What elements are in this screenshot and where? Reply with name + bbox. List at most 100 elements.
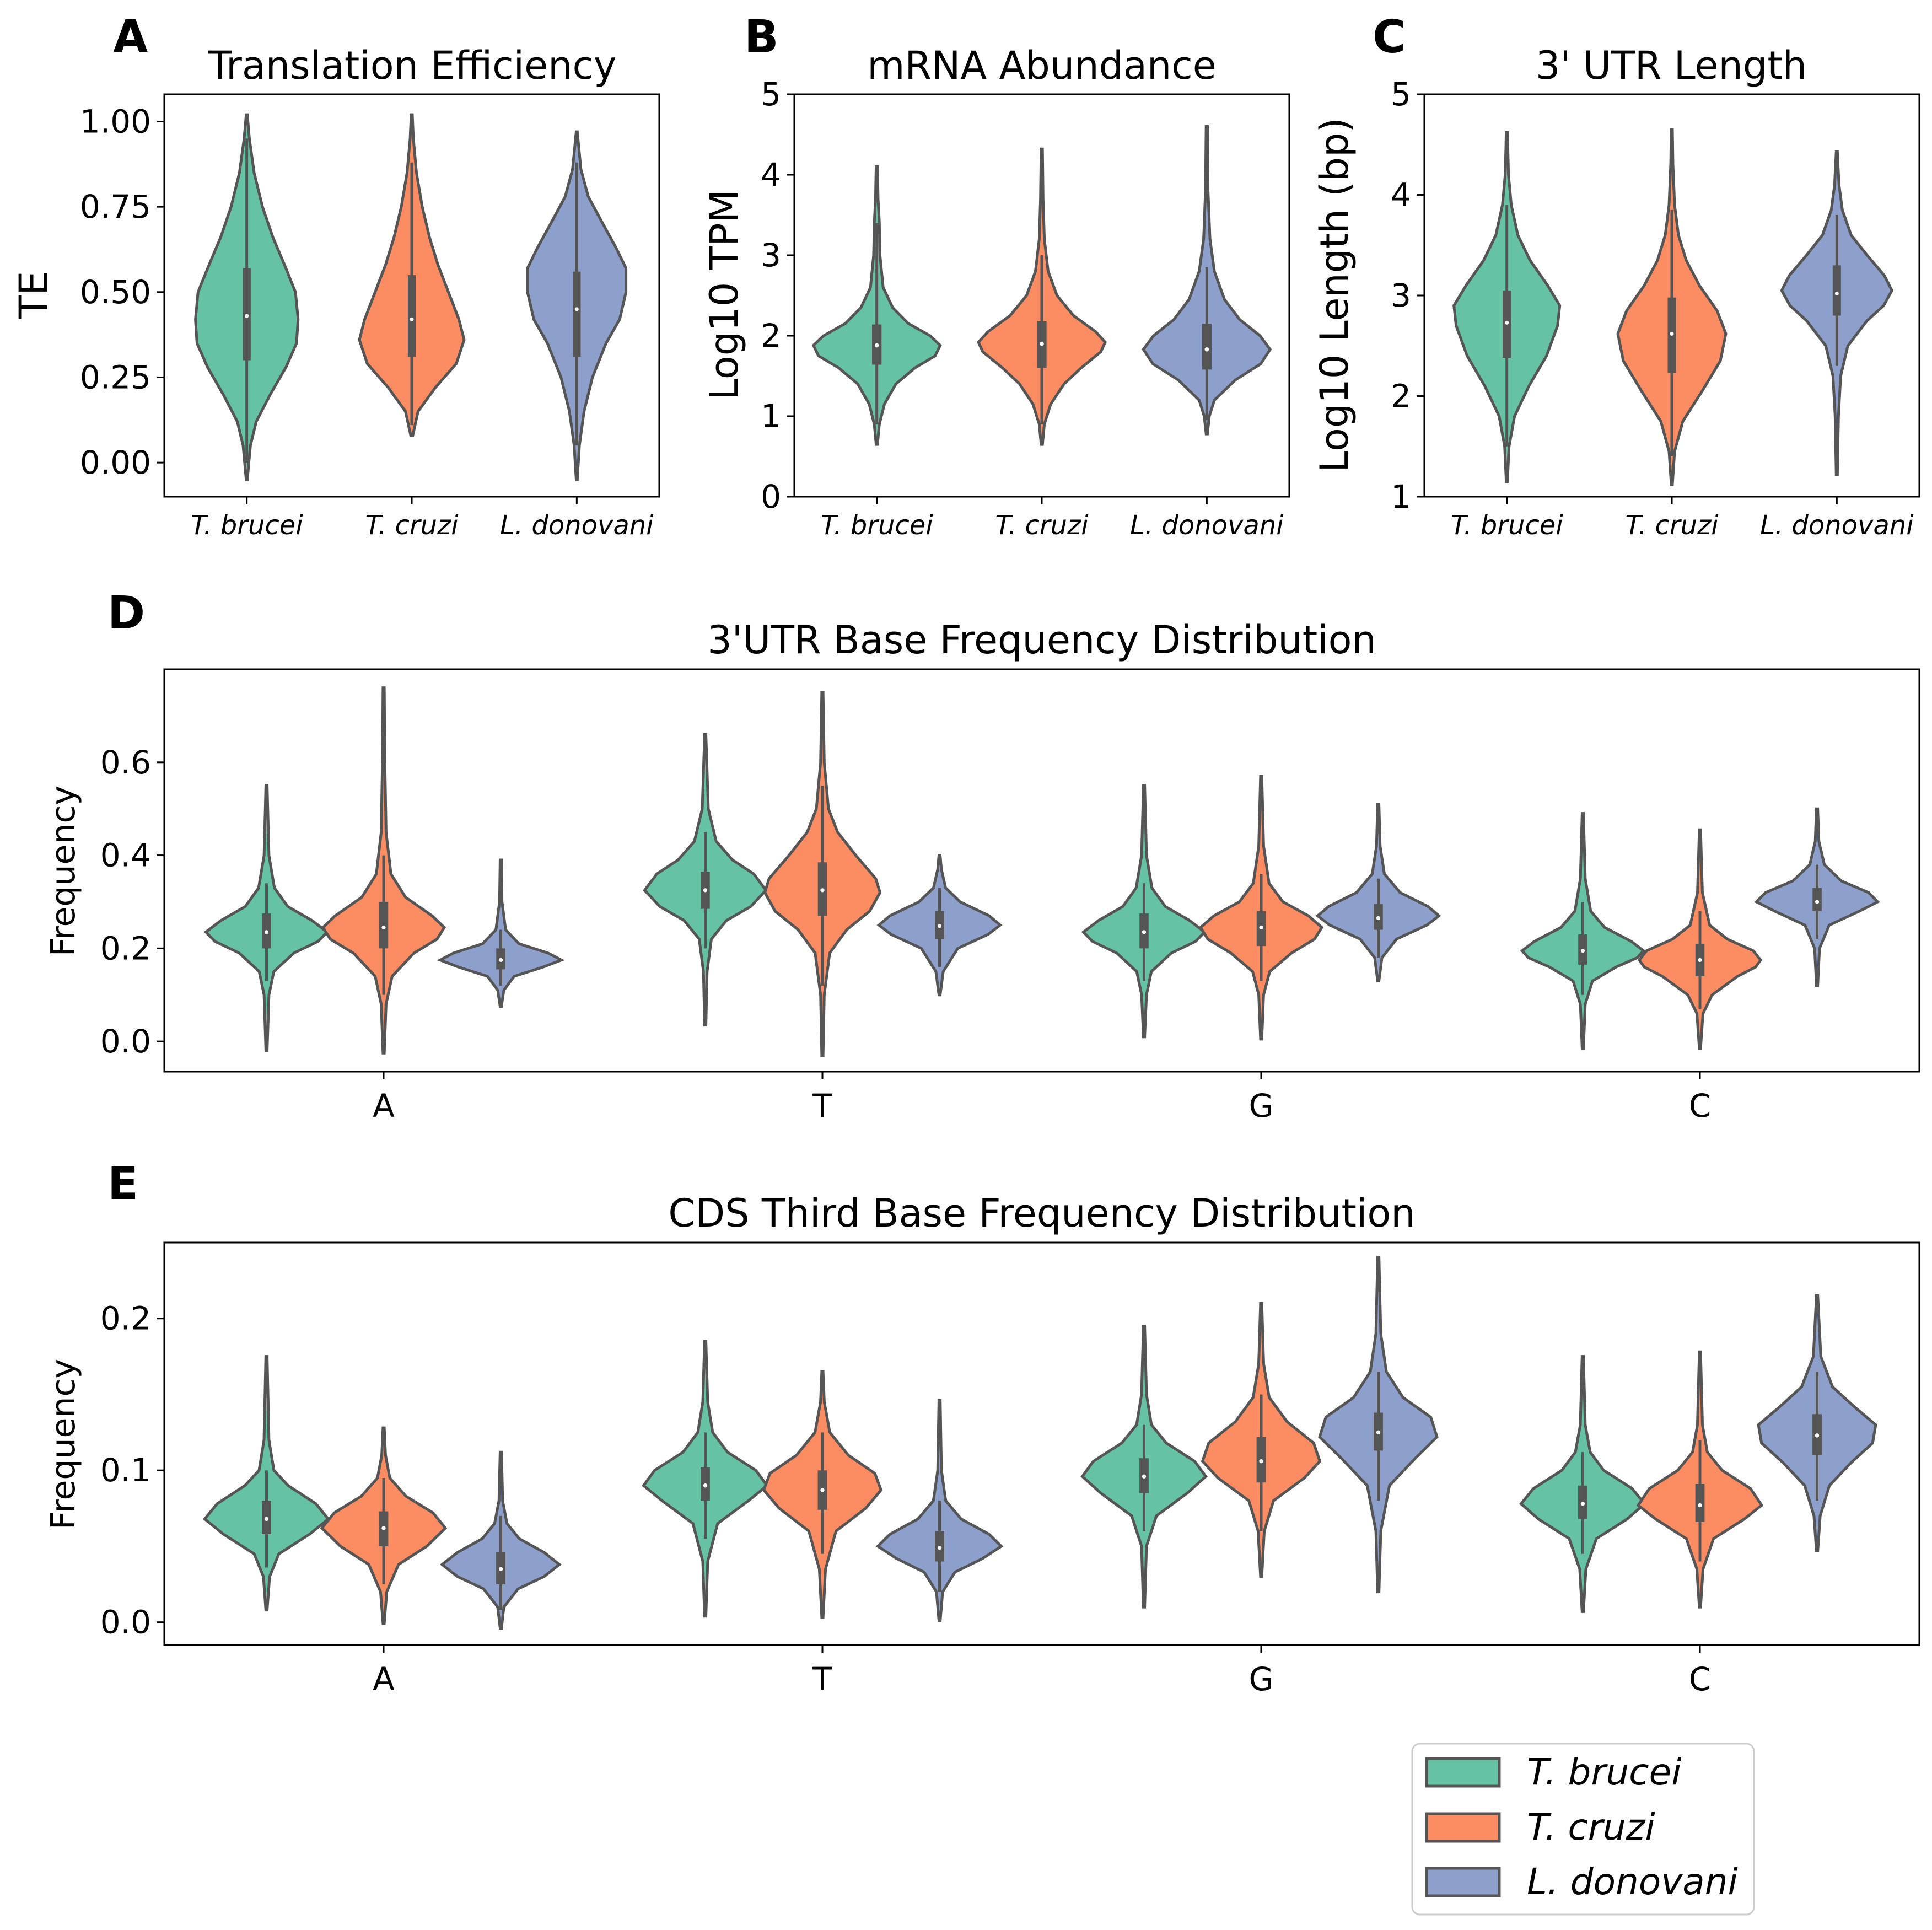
panel-e-plot: 0.0 0.1 0.2 A T G C — [100, 1256, 1877, 1698]
violin-median-a-t-cruzi — [410, 317, 414, 321]
legend-label-l-donovani: L. donovani — [1527, 1861, 1739, 1903]
violin-median-b-t-brucei — [874, 343, 879, 348]
panel-c-ytick-label: 3 — [1391, 277, 1411, 314]
panel-e-axes — [163, 1241, 1920, 1646]
panel-a-ytick-label: 0.25 — [80, 358, 151, 396]
violin-median-e-a-l-donovani — [498, 1567, 503, 1571]
violin-median-c-t-brucei — [1505, 320, 1509, 325]
violin-b-t-brucei — [811, 165, 942, 446]
violin-iqr-box-a-l-donovani — [573, 271, 581, 357]
panel-e-xtick-label-c: C — [1689, 1660, 1712, 1698]
panel-a-ytick-label: 1.00 — [80, 103, 151, 140]
panel-b-plot: 0 1 2 3 4 5 T. brucei T. cruzi L. donovani — [761, 76, 1284, 541]
panel-e-xtick-label-g: G — [1249, 1660, 1274, 1698]
violin-e-a-l-donovani — [440, 1450, 562, 1630]
panel-a-xtick-label-l-donovani: L. donovani — [500, 510, 654, 541]
violin-median-e-g-t-cruzi — [1259, 1459, 1263, 1464]
legend: T. brucei T. cruzi L. donovani — [1411, 1743, 1755, 1916]
violin-d-t-t-cruzi — [763, 691, 882, 1057]
violin-median-d-g-l-donovani — [1376, 916, 1381, 921]
violin-median-d-c-t-brucei — [1580, 948, 1585, 953]
violin-median-d-t-l-donovani — [937, 924, 942, 928]
violin-median-d-a-t-brucei — [264, 930, 269, 934]
violin-c-t-cruzi — [1616, 128, 1728, 486]
violin-median-d-t-t-brucei — [703, 888, 708, 893]
violin-median-d-g-t-brucei — [1142, 930, 1147, 934]
violin-d-c-t-cruzi — [1637, 828, 1763, 1050]
violin-median-e-c-l-donovani — [1815, 1433, 1820, 1438]
violin-median-e-t-t-brucei — [703, 1483, 708, 1488]
panel-c-axes — [1423, 93, 1920, 498]
legend-item-t-cruzi: T. cruzi — [1425, 1806, 1655, 1848]
violin-d-t-l-donovani — [876, 854, 1003, 997]
panel-b-ytick-label: 3 — [761, 236, 781, 274]
panel-a: A Translation Efficiency TE 0.00 0.25 0.50… — [11, 11, 660, 541]
panel-e: E CDS Third Base Frequency Distribution … — [44, 1158, 1920, 1698]
legend-item-t-brucei: T. brucei — [1425, 1751, 1682, 1793]
panel-a-ytick-label: 0.75 — [80, 188, 151, 225]
panel-c-ytick-label: 4 — [1391, 176, 1411, 214]
panel-d: D 3'UTR Base Frequency Distribution Freq… — [44, 587, 1920, 1125]
panel-d-xtick-label-c: C — [1689, 1087, 1712, 1125]
panel-e-xtick-label-a: A — [373, 1660, 395, 1698]
violin-c-l-donovani — [1780, 150, 1894, 476]
panel-d-ylabel: Frequency — [44, 786, 83, 956]
panel-a-title: Translation Efficiency — [208, 43, 617, 88]
violin-median-e-c-t-cruzi — [1698, 1503, 1702, 1508]
panel-e-ytick-label: 0.2 — [100, 1300, 151, 1337]
violin-iqr-box-d-a-t-cruzi — [379, 901, 389, 949]
legend-label-t-cruzi: T. cruzi — [1527, 1806, 1655, 1848]
panel-a-ytick-label: 0.00 — [80, 444, 151, 481]
violin-median-e-g-l-donovani — [1376, 1430, 1381, 1435]
violin-median-e-t-l-donovani — [937, 1546, 942, 1550]
panel-c-ylabel: Log10 Length (bp) — [1312, 117, 1357, 472]
panel-c-ytick-label: 1 — [1391, 478, 1411, 515]
panel-letter-b: B — [744, 11, 779, 63]
violin-e-c-t-cruzi — [1636, 1350, 1764, 1609]
violin-e-g-l-donovani — [1318, 1256, 1439, 1594]
panel-b-ytick-label: 5 — [761, 76, 781, 113]
violin-e-c-t-brucei — [1519, 1355, 1646, 1613]
violin-d-g-t-cruzi — [1198, 775, 1324, 1041]
panel-e-ytick-label: 0.1 — [100, 1451, 151, 1489]
panel-a-axes — [163, 93, 660, 498]
panel-d-xtick-label-t: T — [812, 1087, 832, 1125]
violin-median-d-g-t-cruzi — [1259, 925, 1263, 930]
panel-c-xtick-label-t-brucei: T. brucei — [1451, 510, 1564, 541]
panel-b: B mRNA Abundance Log10 TPM 0 1 2 3 4 5 T. bruc… — [702, 11, 1290, 541]
panel-a-xtick-label-t-brucei: T. brucei — [191, 510, 304, 541]
panel-a-xtick-label-t-cruzi: T. cruzi — [365, 510, 459, 541]
panel-c-title: 3' UTR Length — [1536, 43, 1807, 88]
violin-median-d-t-t-cruzi — [820, 888, 825, 893]
violin-median-d-a-t-cruzi — [381, 925, 386, 930]
violin-c-t-brucei — [1452, 131, 1562, 483]
violin-e-g-t-brucei — [1080, 1325, 1208, 1609]
violin-d-t-t-brucei — [643, 733, 768, 1027]
panel-d-xtick-label-a: A — [373, 1087, 395, 1125]
panel-e-ytick-label: 0.0 — [100, 1604, 151, 1641]
violin-median-c-l-donovani — [1834, 291, 1839, 295]
panel-d-title: 3'UTR Base Frequency Distribution — [707, 617, 1376, 663]
violin-median-e-a-t-brucei — [264, 1517, 269, 1522]
violin-median-b-t-cruzi — [1040, 341, 1044, 346]
panel-a-ytick-label: 0.50 — [80, 273, 151, 311]
panel-c-ytick-label: 5 — [1391, 76, 1411, 113]
legend-label-t-brucei: T. brucei — [1527, 1751, 1682, 1793]
panel-b-ytick-label: 4 — [761, 156, 781, 193]
violin-e-a-t-brucei — [202, 1355, 331, 1612]
panel-c-xtick-label-t-cruzi: T. cruzi — [1625, 510, 1719, 541]
panel-c-xtick-label-l-donovani: L. donovani — [1760, 510, 1914, 541]
panel-d-ytick-label: 0.6 — [100, 744, 151, 781]
panel-b-xtick-label-t-cruzi: T. cruzi — [995, 510, 1089, 541]
panel-b-ytick-label: 1 — [761, 397, 781, 435]
violin-median-c-t-cruzi — [1670, 331, 1674, 336]
panel-letter-d: D — [107, 587, 145, 639]
panel-letter-e: E — [107, 1158, 138, 1210]
violin-d-c-t-brucei — [1520, 812, 1646, 1050]
violin-median-e-g-t-brucei — [1142, 1474, 1147, 1479]
panel-b-ylabel: Log10 TPM — [702, 190, 747, 400]
violin-median-a-t-brucei — [245, 314, 249, 318]
panel-d-ytick-label: 0.2 — [100, 929, 151, 967]
panel-e-xtick-label-t: T — [812, 1660, 832, 1698]
violin-iqr-box-b-l-donovani — [1202, 324, 1212, 370]
